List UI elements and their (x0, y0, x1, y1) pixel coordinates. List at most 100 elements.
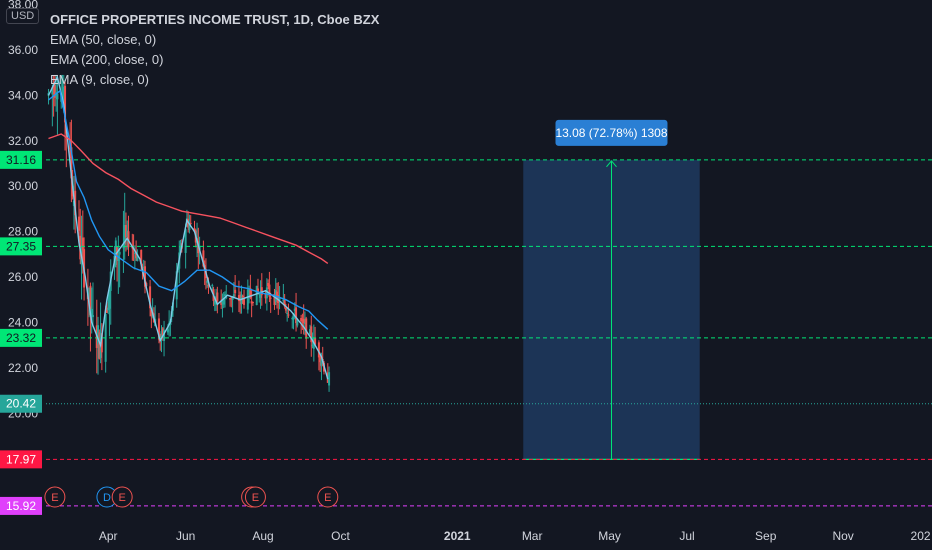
x-tick-label: 2021 (444, 529, 471, 543)
candle-body (144, 266, 147, 287)
candle-body (320, 359, 323, 366)
candle-body (202, 250, 205, 267)
candle-body (166, 329, 169, 333)
candle-body (287, 314, 290, 316)
level-tag-bg (0, 328, 42, 347)
candle-body (223, 294, 226, 296)
series-line (48, 133, 329, 264)
x-tick-label: Nov (832, 529, 853, 543)
candle-body (314, 337, 317, 345)
candle-body (213, 300, 216, 305)
event-marker (44, 486, 66, 508)
candle-body (211, 285, 214, 287)
candle-body (300, 318, 303, 322)
level-tag-bg (0, 150, 42, 169)
measure-arrow-head (606, 160, 617, 168)
candle-body (256, 288, 259, 293)
candle-body (283, 300, 286, 307)
y-tick-label: 36.00 (8, 43, 38, 57)
x-tick-label: Sep (755, 529, 777, 543)
candle-body (222, 298, 225, 305)
candle-body (107, 308, 110, 311)
candle-body (248, 289, 251, 292)
candle-body (97, 325, 100, 345)
candle-body (251, 301, 254, 304)
candle-body (189, 222, 192, 224)
candle-body (135, 251, 138, 259)
x-tick-label: Mar (522, 529, 543, 543)
chart-title: OFFICE PROPERTIES INCOME TRUST, 1D, Cboe… (50, 12, 380, 27)
candle-body (305, 318, 308, 339)
candle-body (291, 318, 294, 320)
y-tick-label: 24.00 (8, 315, 38, 329)
candle-body (89, 285, 92, 316)
level-tag-bg (0, 237, 42, 256)
event-marker-label: D (103, 492, 111, 504)
candle-body (142, 269, 145, 271)
y-tick-label: 38.00 (8, 0, 38, 12)
x-tick-label: Jun (176, 529, 195, 543)
candle-body (193, 228, 196, 232)
candle-body (276, 291, 279, 296)
level-tag-bg (0, 496, 42, 515)
candle-body (161, 328, 164, 338)
candle-body (268, 284, 271, 297)
y-tick-label: 28.00 (8, 225, 38, 239)
candle-body (229, 298, 232, 300)
event-marker (317, 486, 339, 508)
candle-body (105, 307, 108, 313)
candle-body (221, 300, 224, 304)
indicator-ema-9[interactable]: EMA (9, close, 0) (50, 72, 149, 87)
candle-body (64, 85, 67, 123)
event-marker-label: E (118, 492, 125, 504)
candle-body (278, 296, 281, 300)
candle-body (286, 312, 289, 314)
candle-body (90, 308, 93, 317)
candle-body (231, 296, 234, 300)
level-tag: 31.16 (6, 153, 36, 167)
candle-body (117, 255, 120, 261)
event-marker-label: E (252, 492, 259, 504)
candle-body (136, 254, 139, 262)
candle-body (175, 271, 178, 300)
indicator-ema-200[interactable]: EMA (200, close, 0) (50, 52, 164, 67)
candle-body (157, 318, 160, 340)
candle-body (230, 297, 233, 300)
x-tick-label: Jul (679, 529, 694, 543)
candle-body (133, 252, 136, 254)
candle-body (250, 301, 253, 304)
candle-body (259, 291, 262, 298)
candle-body (292, 314, 295, 320)
candle-body (284, 307, 287, 311)
candle-body (140, 249, 143, 265)
candle-body (118, 251, 121, 255)
candle-body (188, 223, 191, 231)
level-tag-bg (0, 450, 42, 469)
y-tick-label: 32.00 (8, 134, 38, 148)
measure-label: 13.08 (72.78%) 1308 (555, 126, 667, 140)
candle-body (81, 237, 84, 251)
candle-body (269, 297, 272, 299)
candle-body (78, 216, 81, 231)
candle-body (302, 318, 305, 323)
x-tick-label: 202 (911, 529, 931, 543)
legend: OFFICE PROPERTIES INCOME TRUST, 1D, Cboe… (50, 10, 379, 90)
candle-body (98, 332, 101, 359)
event-marker (111, 486, 133, 508)
y-tick-label: 34.00 (8, 88, 38, 102)
candle-body (52, 85, 55, 89)
currency-badge[interactable]: USD (6, 8, 40, 24)
candle-body (123, 224, 126, 245)
level-tag: 23.32 (6, 331, 36, 345)
level-tag: 17.97 (6, 452, 36, 466)
candle-body (206, 281, 209, 283)
candle-body (62, 86, 65, 105)
y-tick-label: 30.00 (8, 179, 38, 193)
indicator-ema-50[interactable]: EMA (50, close, 0) (50, 32, 157, 47)
candle-body (265, 287, 268, 299)
x-tick-label: Oct (331, 529, 350, 543)
candle-body (310, 326, 313, 343)
x-tick-label: Aug (252, 529, 273, 543)
